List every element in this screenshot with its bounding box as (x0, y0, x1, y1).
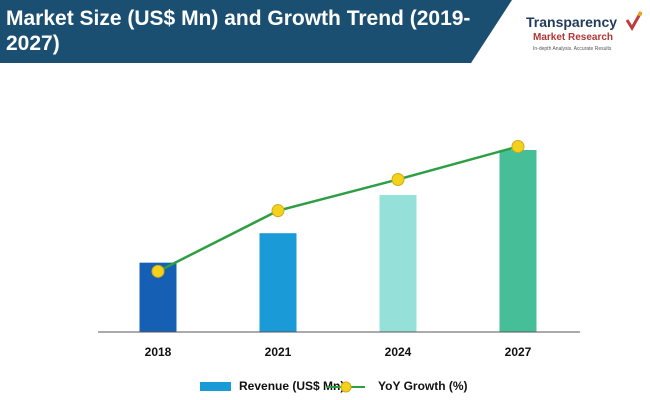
legend-growth-label: YoY Growth (%) (378, 379, 468, 393)
legend-revenue-label: Revenue (US$ Mn) (239, 379, 345, 393)
growth-point-2024 (391, 172, 405, 186)
checkmark-logo-icon (625, 11, 643, 31)
x-tick-label-2024: 2024 (385, 345, 412, 359)
x-tick-label-2018: 2018 (145, 345, 172, 359)
x-tick-label-2027: 2027 (505, 345, 532, 359)
logo-tagline: In-depth Analysis. Accurate Results (533, 46, 612, 52)
logo-line-2: Market Research (533, 32, 614, 43)
bar-2024 (379, 195, 417, 332)
growth-line (157, 145, 519, 273)
bar-2021 (259, 233, 297, 332)
growth-point-2018 (151, 264, 165, 278)
legend: Revenue (US$ Mn) YoY Growth (%) (0, 378, 650, 398)
bar-2027 (499, 150, 537, 332)
title-banner (0, 0, 512, 63)
legend-growth-icon (327, 381, 365, 393)
chart-title: Market Size (US$ Mn) and Growth Trend (2… (6, 7, 471, 55)
x-tick-label-2021: 2021 (265, 345, 292, 359)
brand-logo: Transparency Market Research In-depth An… (520, 8, 648, 60)
growth-point-2021 (271, 204, 285, 218)
logo-line-1: Transparency (526, 14, 618, 30)
growth-point-2027 (511, 140, 525, 154)
legend-revenue-swatch (200, 382, 231, 391)
